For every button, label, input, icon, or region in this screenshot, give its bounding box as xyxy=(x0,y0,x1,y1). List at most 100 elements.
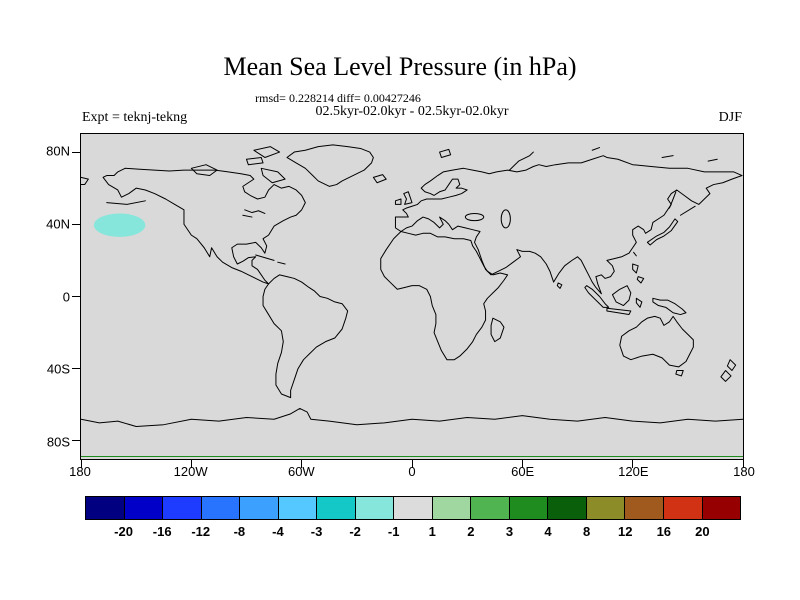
coastline xyxy=(680,206,695,215)
plot-area xyxy=(72,133,744,468)
colorbar-cell xyxy=(548,497,587,519)
page-title: Mean Sea Level Pressure (in hPa) xyxy=(223,52,577,81)
coastline xyxy=(245,210,265,214)
coastline xyxy=(103,168,305,284)
y-axis-tick-label: 0 xyxy=(62,289,70,304)
coastline xyxy=(653,298,686,314)
coastline xyxy=(634,252,637,256)
coastline xyxy=(612,286,630,306)
coastline xyxy=(243,215,252,217)
coastline xyxy=(256,255,274,260)
y-axis-tick-label: 40N xyxy=(46,216,70,232)
coastline xyxy=(501,210,510,228)
coastline xyxy=(727,360,735,371)
stats-line: rmsd= 0.228214 diff= 0.00427246 xyxy=(255,91,421,105)
colorbar-label: -16 xyxy=(152,524,172,539)
colorbar xyxy=(85,496,741,520)
colorbar-cell xyxy=(201,497,241,519)
coastline xyxy=(633,264,639,273)
coastline xyxy=(261,168,285,182)
colorbar-label: -2 xyxy=(349,524,361,539)
y-axis-tick xyxy=(72,223,80,225)
colorbar-cell xyxy=(317,497,356,519)
y-axis-tick xyxy=(72,296,80,297)
x-axis-tick xyxy=(411,460,413,468)
colorbar-cell xyxy=(586,497,626,519)
coastline xyxy=(81,408,743,426)
coastline xyxy=(585,286,609,308)
x-axis-tick-label: 120E xyxy=(618,464,649,479)
colorbar-cell xyxy=(471,497,510,519)
coastline xyxy=(465,213,483,220)
coastline xyxy=(247,157,264,164)
edge-contour-line xyxy=(81,456,743,457)
coastline xyxy=(278,262,285,264)
y-axis-tick xyxy=(72,151,80,153)
colorbar-label: 8 xyxy=(583,524,591,539)
coastline xyxy=(636,298,642,307)
coastline xyxy=(669,192,675,208)
x-axis-tick xyxy=(190,460,192,468)
x-axis-tick-label: 180 xyxy=(69,464,91,479)
coastline xyxy=(620,316,694,367)
colorbar-cell xyxy=(86,497,125,519)
colorbar-labels: -20 -16 -12 -8 -4 -3 -2 -1 1 2 3 4 8 12 16 20 xyxy=(85,520,741,540)
coastline xyxy=(381,232,508,360)
season-label: DJF xyxy=(718,110,742,125)
colorbar-label: 3 xyxy=(505,524,514,539)
coastline xyxy=(373,175,386,183)
x-axis-tick xyxy=(632,460,634,468)
x-axis-tick-label: 0 xyxy=(408,464,416,479)
comparison-line: 02.5kyr-02.0kyr - 02.5kyr-02.0kyr xyxy=(315,104,509,119)
coastline xyxy=(404,192,412,205)
coastline xyxy=(395,199,401,204)
anomaly-region xyxy=(93,213,146,237)
y-axis-tick-label: 40S xyxy=(46,361,70,377)
coastline xyxy=(592,148,599,151)
colorbar-cell xyxy=(124,497,164,519)
colorbar-cell xyxy=(240,497,279,519)
coastline xyxy=(607,308,631,314)
colorbar-label: -3 xyxy=(310,524,323,539)
coastline xyxy=(708,159,717,161)
colorbar-cell xyxy=(278,497,318,519)
colorbar-label: 1 xyxy=(428,524,436,539)
x-axis: 180 120W 60W 0 60E 120E 180 xyxy=(69,464,755,482)
x-axis-tick xyxy=(521,460,523,468)
x-axis-tick-label: 60W xyxy=(287,464,315,479)
colorbar-cell xyxy=(163,497,202,519)
colorbar-label: -12 xyxy=(191,524,211,539)
colorbar-cell xyxy=(509,497,549,519)
x-axis-tick xyxy=(742,460,744,468)
colorbar-label: -20 xyxy=(114,524,133,539)
y-axis-tick-label: 80N xyxy=(46,143,70,159)
colorbar-cell xyxy=(625,497,664,519)
world-map xyxy=(81,134,743,459)
colorbar-label: -8 xyxy=(233,524,246,539)
y-axis-tick xyxy=(72,368,80,370)
colorbar-label: -4 xyxy=(272,524,284,539)
x-axis-tick-label: 60E xyxy=(511,464,535,479)
coastline xyxy=(676,371,683,376)
coastline xyxy=(557,283,562,288)
colorbar-cell xyxy=(355,497,395,519)
coastline xyxy=(287,145,373,187)
colorbar-cell xyxy=(432,497,472,519)
coastline xyxy=(509,152,533,170)
x-axis-tick xyxy=(301,460,303,468)
y-axis-tick xyxy=(72,440,80,442)
coastline xyxy=(637,277,643,283)
coastline xyxy=(662,156,673,158)
x-axis-tick-label: 120W xyxy=(173,464,208,479)
y-axis-tick-label: 80S xyxy=(46,434,70,450)
coastline xyxy=(254,147,280,158)
colorbar-label: 20 xyxy=(695,524,710,539)
coastline xyxy=(107,201,146,205)
y-axis: 80N 40N 0 40S 80S xyxy=(28,133,74,460)
x-axis-tick xyxy=(80,460,82,468)
coastline xyxy=(440,149,451,157)
x-axis-tick-label: 180 xyxy=(733,464,755,479)
colorbar-label: 12 xyxy=(618,524,633,539)
coastline xyxy=(721,371,731,382)
